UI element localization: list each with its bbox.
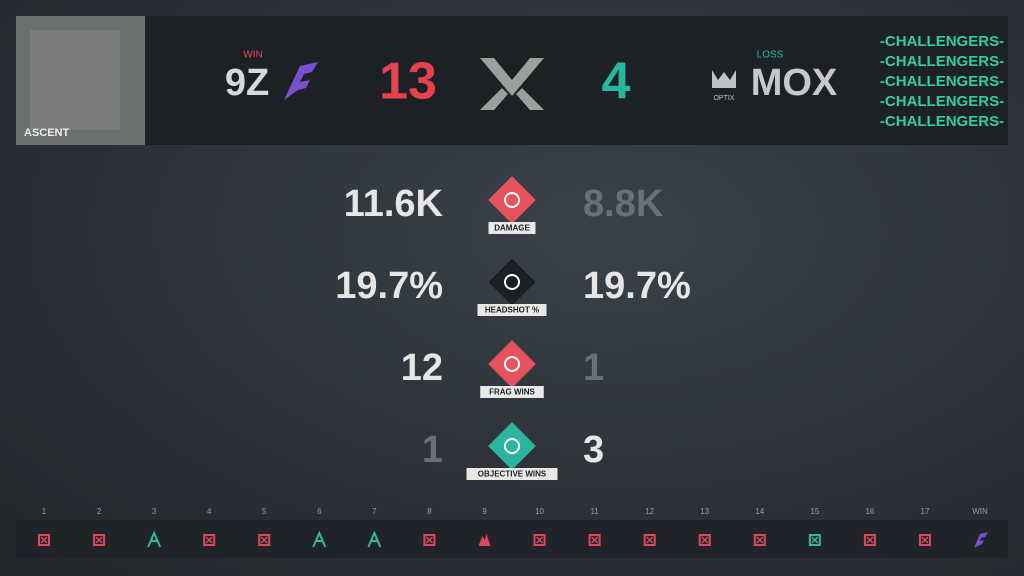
right-logo-text: OPTIX <box>713 95 734 102</box>
round-icon <box>203 534 216 546</box>
right-value: 1 <box>583 347 604 389</box>
stat-label-box <box>477 304 547 316</box>
right-value: 3 <box>583 429 604 471</box>
round-icon-cross <box>536 536 544 544</box>
round-icon-cross <box>95 536 103 544</box>
round-number: 8 <box>427 507 432 516</box>
right-value: 19.7% <box>583 265 691 307</box>
round-bar <box>16 520 1008 558</box>
round-icon-cross <box>646 536 654 544</box>
round-number: 6 <box>317 507 322 516</box>
round-icon-cross <box>756 536 764 544</box>
stat-label-box <box>466 468 558 480</box>
map-name: ASCENT <box>24 127 70 139</box>
right-team-logo <box>712 70 736 88</box>
rounds: 1 2 3 4 5 6 7 8 9 10 11 12 13 14 15 16 17 <box>38 507 931 548</box>
brand-line: -CHALLENGERS- <box>880 113 1004 130</box>
round-icon <box>478 534 491 546</box>
round-number: 12 <box>645 507 654 516</box>
round-number: 11 <box>590 507 599 516</box>
round-icon <box>918 534 931 546</box>
stat-label-box <box>480 386 544 398</box>
event-logo <box>480 58 544 110</box>
final-label: WIN <box>972 507 988 516</box>
round-icon <box>367 530 382 548</box>
round-number: 7 <box>372 507 377 516</box>
stat-label: FRAG WINS <box>489 388 535 397</box>
brand-line: -CHALLENGERS- <box>880 53 1004 70</box>
round-icon <box>808 534 821 546</box>
round-icon-cross <box>591 536 599 544</box>
round-icon <box>533 534 546 546</box>
round-number: 14 <box>755 507 764 516</box>
round-number: 3 <box>152 507 157 516</box>
brand-line: -CHALLENGERS- <box>880 73 1004 90</box>
stat-icon-glyph <box>504 274 520 290</box>
round-icon <box>423 534 436 546</box>
stats: 11.6K 8.8K DAMAGE 19.7% 19.7% HEADSHOT % 12 1 FR… <box>335 175 691 480</box>
round-number: 13 <box>700 507 709 516</box>
stat-label: OBJECTIVE WINS <box>478 470 547 479</box>
left-team-logo <box>284 62 318 100</box>
left-team-name: 9Z <box>225 62 269 104</box>
round-number: 4 <box>207 507 212 516</box>
left-result: WIN <box>243 50 262 61</box>
right-result: LOSS <box>757 50 784 61</box>
right-score: 4 <box>602 53 631 111</box>
round-icon-cross <box>425 536 433 544</box>
round-icon <box>147 530 162 548</box>
right-value: 8.8K <box>583 183 664 225</box>
brand-line: -CHALLENGERS- <box>880 33 1004 50</box>
round-icon <box>753 534 766 546</box>
round-icon-cross <box>921 536 929 544</box>
left-value: 1 <box>422 429 443 471</box>
round-number: 15 <box>810 507 819 516</box>
stat-label: DAMAGE <box>494 224 530 233</box>
round-icon <box>698 534 711 546</box>
round-icon <box>588 534 601 546</box>
round-number: 10 <box>535 507 544 516</box>
round-number: 2 <box>97 507 102 516</box>
final-winner-logo <box>974 532 988 548</box>
map-image <box>30 30 120 130</box>
left-value: 12 <box>401 347 443 389</box>
round-icon <box>38 534 50 546</box>
brand-line: -CHALLENGERS- <box>880 93 1004 110</box>
round-icon <box>312 530 327 548</box>
round-icon-cross <box>205 536 213 544</box>
round-icon <box>93 534 106 546</box>
stat-label-box <box>488 222 536 234</box>
round-number: 17 <box>921 507 930 516</box>
round-number: 9 <box>482 507 487 516</box>
right-team-name: MOX <box>751 62 838 104</box>
stat-icon-glyph <box>504 356 520 372</box>
round-icon-cross <box>701 536 709 544</box>
round-number: 1 <box>42 507 47 516</box>
round-icon-cross <box>260 536 268 544</box>
left-value: 19.7% <box>335 265 443 307</box>
round-icon-cross <box>40 536 48 544</box>
round-number: 5 <box>262 507 267 516</box>
round-icon-cross <box>811 536 819 544</box>
stat-label: HEADSHOT % <box>485 306 539 315</box>
round-icon <box>258 534 271 546</box>
brand: -CHALLENGERS- -CHALLENGERS- -CHALLENGERS- -… <box>880 33 1004 130</box>
stat-icon-glyph <box>504 438 520 454</box>
left-score: 13 <box>379 53 437 111</box>
round-icon <box>863 534 876 546</box>
round-icon-cross <box>866 536 874 544</box>
round-number: 16 <box>865 507 874 516</box>
stat-icon-glyph <box>504 192 520 208</box>
left-value: 11.6K <box>344 183 444 225</box>
round-icon <box>643 534 656 546</box>
